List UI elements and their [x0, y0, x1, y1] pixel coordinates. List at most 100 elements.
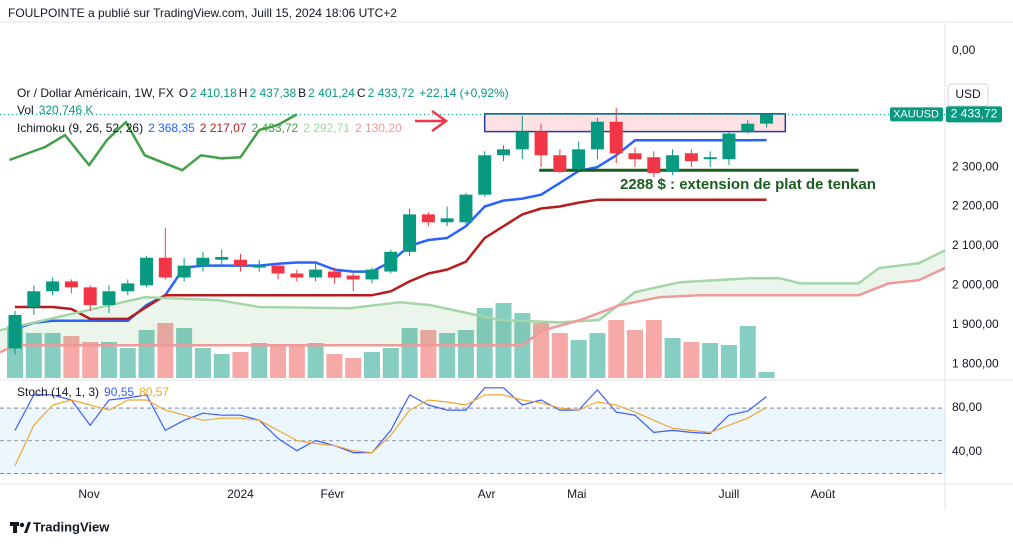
candle-body	[158, 257, 172, 278]
ohlc-key: O	[178, 86, 189, 100]
volume-bar	[82, 342, 99, 378]
volume-bar	[382, 347, 399, 378]
x-tick-label: Juill	[719, 487, 740, 501]
y-tick-label: 2 100,00	[952, 238, 999, 252]
ohlc-key: C	[356, 86, 366, 100]
volume-bar	[551, 333, 568, 378]
candle-body	[252, 265, 266, 268]
stoch-legend: Stoch (14, 1, 3) 90,55 80,57	[17, 384, 169, 400]
ichimoku-line	[0, 266, 946, 354]
volume-legend: Vol 320,746 K	[17, 102, 93, 118]
ichimoku-legend: Ichimoku (9, 26, 52, 26) 2 368,35 2 217,0…	[17, 120, 402, 136]
candle-body	[233, 259, 247, 266]
legend-title: Or / Dollar Américain, 1W, FX	[17, 86, 174, 100]
candle-body	[327, 271, 341, 278]
ichimoku-value: 2 292,71	[303, 121, 350, 135]
x-tick-label: 2024	[227, 487, 254, 501]
candle-body	[290, 273, 304, 278]
ohlc-key: B	[298, 86, 307, 100]
y-tick-label: 40,00	[952, 444, 982, 458]
volume-bar	[739, 325, 756, 378]
candle-body	[384, 251, 398, 272]
candle-body	[64, 281, 78, 288]
candle-body	[609, 121, 623, 154]
volume-bar	[420, 329, 437, 378]
candle-body	[309, 269, 323, 278]
ichimoku-value: 2 368,35	[148, 121, 195, 135]
x-tick-label: Févr	[321, 487, 345, 501]
volume-bar	[457, 329, 474, 378]
plot: 2288 $ : extension de plat de tenkan	[0, 107, 946, 474]
candle-body	[760, 114, 774, 124]
volume-bar	[270, 344, 287, 378]
candle-body	[459, 194, 473, 223]
x-tick-label: Nov	[78, 487, 99, 501]
ichimoku-line	[0, 249, 946, 332]
currency-box	[947, 83, 989, 107]
y-tick-label: 80,00	[952, 400, 982, 414]
candle-body	[196, 257, 210, 266]
volume-bar	[326, 353, 343, 378]
ohlc-value: 2 401,24	[308, 86, 355, 100]
legend-change: +22,14 (+0,92%)	[419, 86, 509, 100]
ohlc-value: 2 437,38	[249, 86, 297, 100]
header: FOULPOINTE a publié sur TradingView.com,…	[8, 6, 397, 20]
legend-vol-value: 320,746 K	[38, 103, 94, 117]
volume-bar	[288, 346, 305, 378]
logo	[10, 522, 31, 533]
currency: USD	[955, 87, 981, 101]
stoch-value: 80,57	[139, 385, 170, 399]
candle-body	[177, 265, 191, 278]
legend-vol: Vol	[17, 103, 34, 117]
ichimoku-cloud	[0, 250, 945, 353]
candle-body	[496, 149, 510, 156]
y-tick-label: 1 900,00	[952, 317, 999, 331]
volume-bar	[232, 351, 249, 378]
volume-bar	[157, 322, 174, 378]
price-tag	[946, 106, 1002, 123]
candle-body	[440, 218, 454, 223]
candle-body	[572, 149, 586, 170]
volume-bar	[495, 303, 512, 378]
volume-bar	[476, 307, 493, 378]
volume-bar	[345, 358, 362, 378]
volume-bar	[627, 329, 644, 378]
candle-body	[553, 155, 567, 172]
volume-bar	[608, 320, 625, 378]
volume-bar	[119, 347, 136, 378]
ichimoku-line	[8, 113, 298, 172]
ohlc-value: 2 433,72	[367, 86, 415, 100]
x-tick-label: Avr	[478, 487, 496, 501]
annotation-box	[483, 113, 787, 133]
volume-bar	[213, 353, 230, 378]
volume-bar	[363, 351, 380, 378]
candle-body	[590, 121, 604, 150]
ichimoku-value: 2 433,72	[251, 121, 299, 135]
candle-body	[421, 214, 435, 223]
volume-bar	[194, 347, 211, 378]
volume-bar	[664, 338, 681, 378]
candle-body	[46, 281, 60, 292]
x-tick-label: Mai	[567, 487, 586, 501]
candle-body	[140, 257, 154, 286]
candle-body	[478, 155, 492, 195]
legend-stoch: Stoch (14, 1, 3)	[17, 385, 100, 399]
candle-body	[722, 133, 736, 160]
volume-bar	[533, 322, 550, 378]
volume-bar	[702, 342, 719, 378]
stoch-line	[14, 394, 767, 467]
volume-bar	[758, 371, 775, 378]
symbol-tag	[890, 107, 943, 122]
stoch-value: 90,55	[104, 385, 135, 399]
volume-bar	[176, 327, 193, 378]
ichimoku-value: 2 130,20	[354, 121, 402, 135]
symbol-tag-text: XAUUSD	[893, 108, 939, 120]
volume-bar	[589, 333, 606, 378]
candle-body	[703, 157, 717, 160]
candle-body	[83, 287, 97, 306]
arrow	[415, 109, 449, 133]
candle-body	[271, 265, 285, 274]
